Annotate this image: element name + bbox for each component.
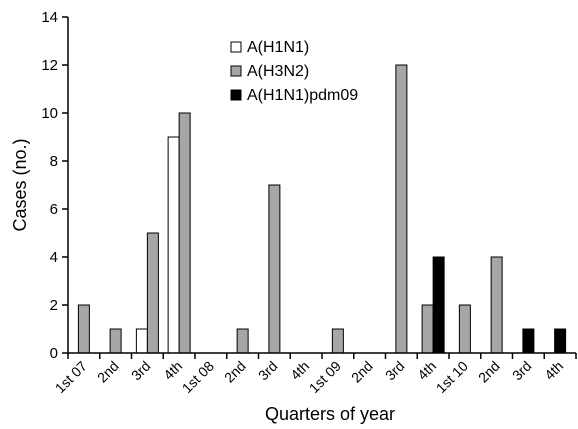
x-tick-label: 1st 09: [306, 358, 344, 396]
y-tick-label: 12: [41, 57, 58, 74]
y-tick-label: 14: [41, 9, 58, 26]
y-tick-label: 6: [50, 201, 58, 218]
x-tick-label: 2nd: [475, 358, 503, 386]
y-tick-label: 10: [41, 105, 58, 122]
legend-label-1: A(H1N1): [247, 39, 309, 56]
y-axis: 0 2 4 6 8 10 12 14: [41, 9, 69, 362]
bar-a-h3n2--9: [331, 328, 344, 354]
y-tick-label: 0: [50, 345, 58, 362]
x-tick-label: 3rd: [255, 358, 281, 384]
x-tick-label: 1st 07: [52, 358, 90, 396]
bar-a-h1n1-pdm09-12: [432, 256, 445, 354]
x-tick-label: 4th: [287, 358, 312, 383]
x-tick-label: 3rd: [382, 358, 408, 384]
y-tick-label: 8: [50, 153, 58, 170]
x-axis-title: Quarters of year: [265, 404, 395, 424]
bar-a-h3n2--7: [268, 184, 281, 354]
bar-a-h3n2--4: [178, 112, 191, 354]
bar-a-h1n1-pdm09-15: [522, 328, 535, 354]
x-tick-label: 2nd: [348, 358, 376, 386]
x-tick-label: 2nd: [94, 358, 122, 386]
x-tick-label: 4th: [160, 358, 185, 383]
legend-swatch-3: [230, 89, 242, 101]
bar-a-h3n2--13: [458, 304, 471, 354]
y-axis-title: Cases (no.): [10, 138, 30, 231]
bar-a-h1n1--4: [167, 136, 180, 354]
legend-swatch-1: [230, 41, 242, 53]
bar-a-h3n2--6: [236, 328, 249, 354]
x-tick-label: 4th: [541, 358, 566, 383]
legend-swatch-2: [230, 65, 242, 77]
x-tick-label: 3rd: [509, 358, 535, 384]
plot-area: [77, 64, 567, 354]
bar-a-h3n2--14: [490, 256, 503, 354]
x-tick-label: 1st 10: [433, 358, 471, 396]
y-tick-label: 4: [50, 249, 58, 266]
y-tick-label: 2: [50, 297, 58, 314]
bar-a-h3n2--3: [146, 232, 159, 354]
bar-a-h3n2--1: [77, 304, 90, 354]
bar-a-h3n2--2: [109, 328, 122, 354]
bar-a-h1n1--3: [135, 328, 148, 354]
bar-a-h3n2--12: [421, 304, 434, 354]
x-tick-label: 4th: [414, 358, 439, 383]
x-tick-label: 1st 08: [179, 358, 217, 396]
x-tick-label: 3rd: [128, 358, 154, 384]
legend-label-2: A(H3N2): [247, 63, 309, 80]
bar-a-h1n1-pdm09-16: [554, 328, 567, 354]
legend-label-3: A(H1N1)pdm09: [247, 87, 358, 104]
legend: A(H1N1) A(H3N2) A(H1N1)pdm09: [230, 39, 358, 104]
bar-a-h3n2--11: [395, 64, 408, 354]
x-tick-label: 2nd: [221, 358, 249, 386]
